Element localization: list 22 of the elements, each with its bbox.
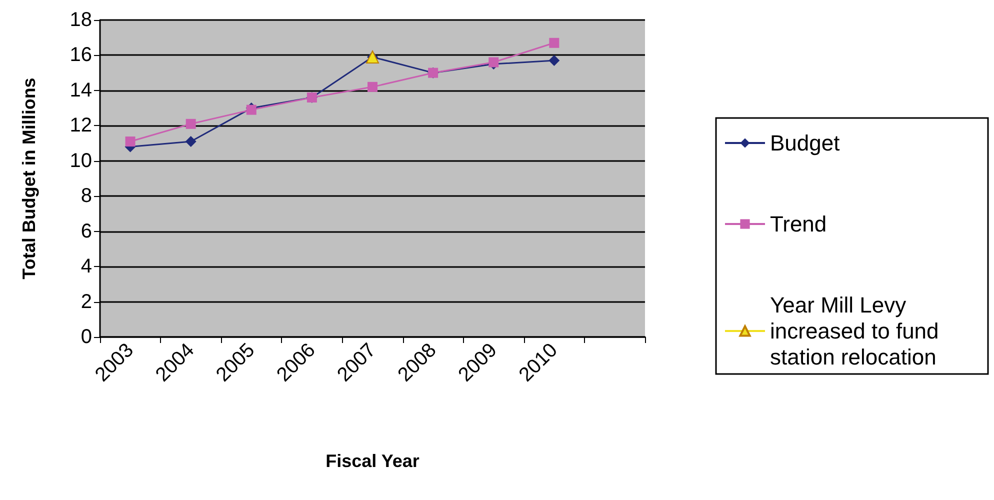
point bbox=[549, 38, 560, 48]
legend-label: Budget bbox=[770, 130, 840, 156]
x-axis-title: Fiscal Year bbox=[326, 451, 420, 471]
y-tick-label: 18 bbox=[70, 9, 92, 31]
point bbox=[125, 136, 136, 147]
y-tick-label: 6 bbox=[80, 220, 92, 242]
y-tick-label: 4 bbox=[80, 256, 92, 278]
point bbox=[368, 82, 378, 92]
point bbox=[186, 118, 196, 129]
point bbox=[488, 57, 499, 68]
y-tick-label: 2 bbox=[80, 290, 92, 313]
y-tick-label: 10 bbox=[70, 150, 92, 172]
legend-label: Trend bbox=[770, 212, 827, 236]
y-tick-label: 14 bbox=[70, 79, 92, 102]
y-tick-label: 16 bbox=[70, 44, 92, 66]
point bbox=[185, 136, 196, 148]
legend-label: Year Mill Levy increased to fund station relocation bbox=[770, 292, 945, 370]
y-tick-label: 8 bbox=[80, 185, 92, 208]
point bbox=[548, 55, 560, 66]
y-tick-label: 0 bbox=[80, 326, 92, 348]
y-tick-label: 12 bbox=[70, 114, 92, 137]
y-axis-title: Total Budget in Millions bbox=[19, 78, 39, 280]
